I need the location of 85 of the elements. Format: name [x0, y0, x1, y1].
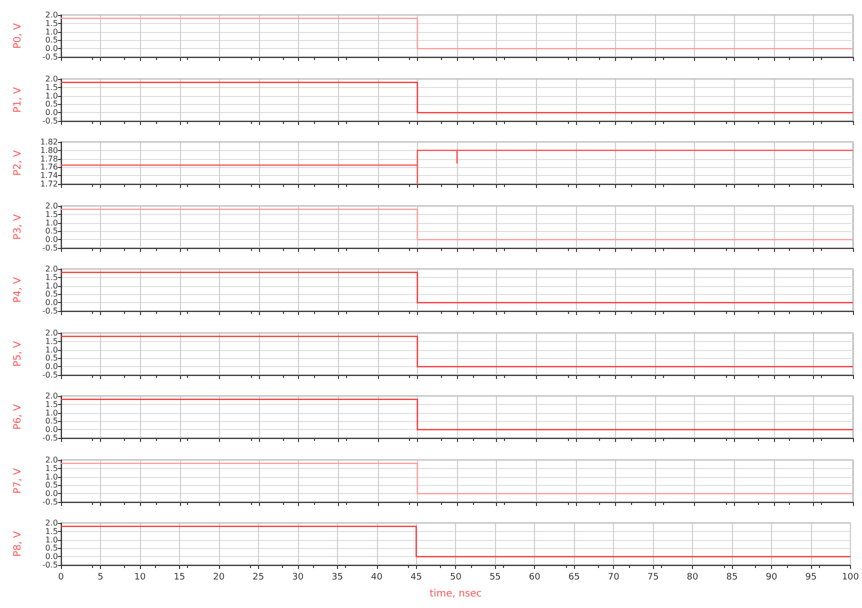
y-axis-title: P3, V — [12, 214, 24, 240]
x-tick-label: 0 — [58, 572, 64, 582]
y-axis-title: P4, V — [12, 277, 24, 303]
y-tick-label: 1.0 — [45, 535, 58, 544]
y-axis-title: P6, V — [12, 404, 24, 430]
y-tick-label: -0.5 — [42, 116, 58, 125]
x-tick-label: 95 — [805, 572, 817, 582]
x-tick-label: 100 — [842, 572, 860, 582]
y-tick-label: 1.80 — [40, 146, 58, 155]
y-tick-label: 1.74 — [40, 171, 58, 180]
x-tick-label: 40 — [371, 572, 383, 582]
y-tick-label: 1.0 — [45, 218, 58, 227]
y-tick-label: -0.5 — [42, 434, 58, 442]
y-tick-label: 1.82 — [40, 138, 58, 146]
y-tick-label: -0.5 — [42, 306, 58, 316]
y-tick-label: 2.0 — [45, 455, 58, 464]
x-tick-label: 15 — [174, 572, 186, 582]
y-tick-label: 0.5 — [45, 544, 58, 553]
y-tick-label: -0.5 — [42, 243, 58, 252]
y-tick-label: 0.5 — [45, 290, 58, 299]
x-tick-label: 80 — [686, 572, 699, 582]
x-tick-label: 90 — [766, 572, 778, 582]
y-tick-label: 1.5 — [45, 209, 58, 218]
x-tick-label: 55 — [489, 572, 501, 582]
x-axis-title: time, nsec — [430, 588, 482, 600]
y-tick-label: 0.5 — [45, 353, 58, 362]
y-tick-label: 1.0 — [45, 344, 58, 354]
y-tick-label: 1.0 — [45, 27, 58, 36]
y-axis-title: P0, V — [12, 23, 24, 49]
x-tick-label: 25 — [252, 572, 264, 582]
y-tick-label: 0.5 — [45, 416, 58, 426]
y-tick-label: -0.5 — [42, 497, 58, 506]
y-tick-label: 1.5 — [45, 272, 58, 282]
y-axis-title: P8, V — [12, 531, 24, 557]
y-tick-label: 2.0 — [45, 10, 58, 20]
y-tick-label: 2.0 — [45, 264, 58, 274]
x-tick-label: 45 — [410, 572, 422, 582]
y-axis-title: P1, V — [12, 86, 24, 112]
y-tick-label: 0.0 — [45, 44, 58, 54]
y-tick-label: 1.5 — [45, 82, 58, 92]
y-tick-label: 1.0 — [45, 408, 58, 418]
y-axis-title: P5, V — [12, 340, 24, 366]
y-tick-label: 0.0 — [45, 298, 58, 308]
y-tick-label: 2.0 — [45, 392, 58, 400]
y-tick-label: 1.5 — [45, 336, 58, 346]
y-tick-label: 0.0 — [45, 108, 58, 117]
y-axis-title: P2, V — [12, 150, 24, 176]
y-tick-label: 1.5 — [45, 400, 58, 409]
x-tick-label: 35 — [332, 572, 344, 582]
y-tick-label: 2.0 — [45, 518, 58, 528]
y-tick-label: 0.0 — [45, 552, 58, 562]
y-tick-label: 0.0 — [45, 234, 58, 244]
y-tick-label: 1.0 — [45, 472, 58, 481]
x-tick-label: 10 — [134, 572, 146, 582]
x-tick-label: 5 — [98, 572, 104, 582]
x-tick-label: 75 — [647, 572, 659, 582]
y-tick-label: -0.5 — [42, 560, 58, 570]
y-tick-label: 2.0 — [45, 74, 58, 83]
y-tick-label: 0.0 — [45, 425, 58, 434]
y-tick-label: 0.5 — [45, 99, 58, 108]
y-tick-label: 1.0 — [45, 90, 58, 100]
y-axis-title: P7, V — [12, 468, 24, 494]
y-tick-label: 2.0 — [45, 328, 58, 337]
y-tick-label: -0.5 — [42, 370, 58, 379]
y-tick-label: 1.5 — [45, 463, 58, 472]
y-tick-label: 1.5 — [45, 18, 58, 28]
x-tick-label: 70 — [608, 572, 620, 582]
x-tick-label: 30 — [292, 572, 304, 582]
x-tick-label: 65 — [568, 572, 580, 582]
x-tick-label: 60 — [528, 572, 541, 582]
y-tick-label: 0.5 — [45, 480, 58, 490]
x-tick-label: 50 — [450, 572, 462, 582]
y-tick-label: 0.0 — [45, 488, 58, 498]
y-tick-label: 1.76 — [40, 162, 58, 172]
y-tick-label: 1.72 — [40, 180, 58, 188]
y-tick-label: 1.5 — [45, 526, 58, 536]
y-tick-label: 2.0 — [45, 201, 58, 210]
y-tick-label: 0.5 — [45, 36, 58, 45]
x-tick-label: 20 — [213, 572, 225, 582]
x-tick-label: 85 — [726, 572, 738, 582]
y-tick-label: -0.5 — [42, 52, 58, 62]
y-tick-label: 0.5 — [45, 226, 58, 236]
y-tick-label: 1.78 — [40, 154, 58, 164]
y-tick-label: 0.0 — [45, 362, 58, 371]
y-tick-label: 1.0 — [45, 281, 58, 290]
